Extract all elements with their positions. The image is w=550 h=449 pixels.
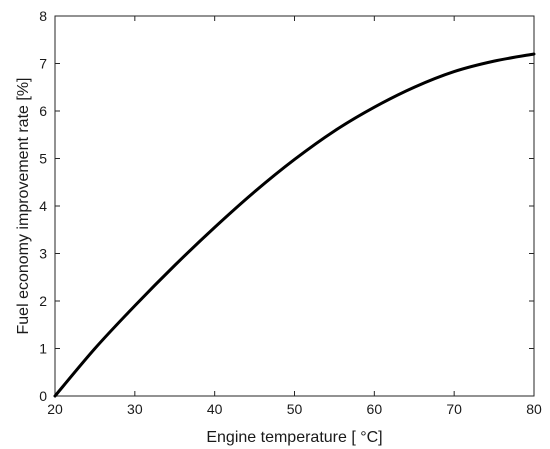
y-tick-label: 8 bbox=[39, 8, 47, 24]
x-axis-label: Engine temperature [ °C] bbox=[206, 429, 382, 446]
series-line bbox=[53, 52, 536, 398]
x-tick-label: 30 bbox=[127, 401, 143, 417]
y-tick-label: 5 bbox=[39, 151, 47, 167]
x-tick-label: 20 bbox=[47, 401, 63, 417]
x-tick-label: 40 bbox=[207, 401, 223, 417]
x-axis-ticks: 20 30 40 50 60 70 80 bbox=[47, 16, 542, 417]
x-tick-label: 70 bbox=[446, 401, 462, 417]
x-tick-label: 80 bbox=[526, 401, 542, 417]
y-axis-label: Fuel economy improvement rate [%] bbox=[15, 78, 32, 335]
y-tick-label: 7 bbox=[39, 56, 47, 72]
y-axis-ticks: 0 1 2 3 4 5 6 7 8 bbox=[39, 8, 534, 404]
y-tick-label: 0 bbox=[39, 388, 47, 404]
y-tick-label: 3 bbox=[39, 246, 47, 262]
x-tick-label: 50 bbox=[287, 401, 303, 417]
series-layer bbox=[53, 52, 536, 398]
y-tick-label: 1 bbox=[39, 341, 47, 357]
x-tick-label: 60 bbox=[367, 401, 383, 417]
y-tick-label: 2 bbox=[39, 293, 47, 309]
plot-area bbox=[54, 15, 535, 397]
y-tick-label: 6 bbox=[39, 103, 47, 119]
y-tick-label: 4 bbox=[39, 198, 47, 214]
